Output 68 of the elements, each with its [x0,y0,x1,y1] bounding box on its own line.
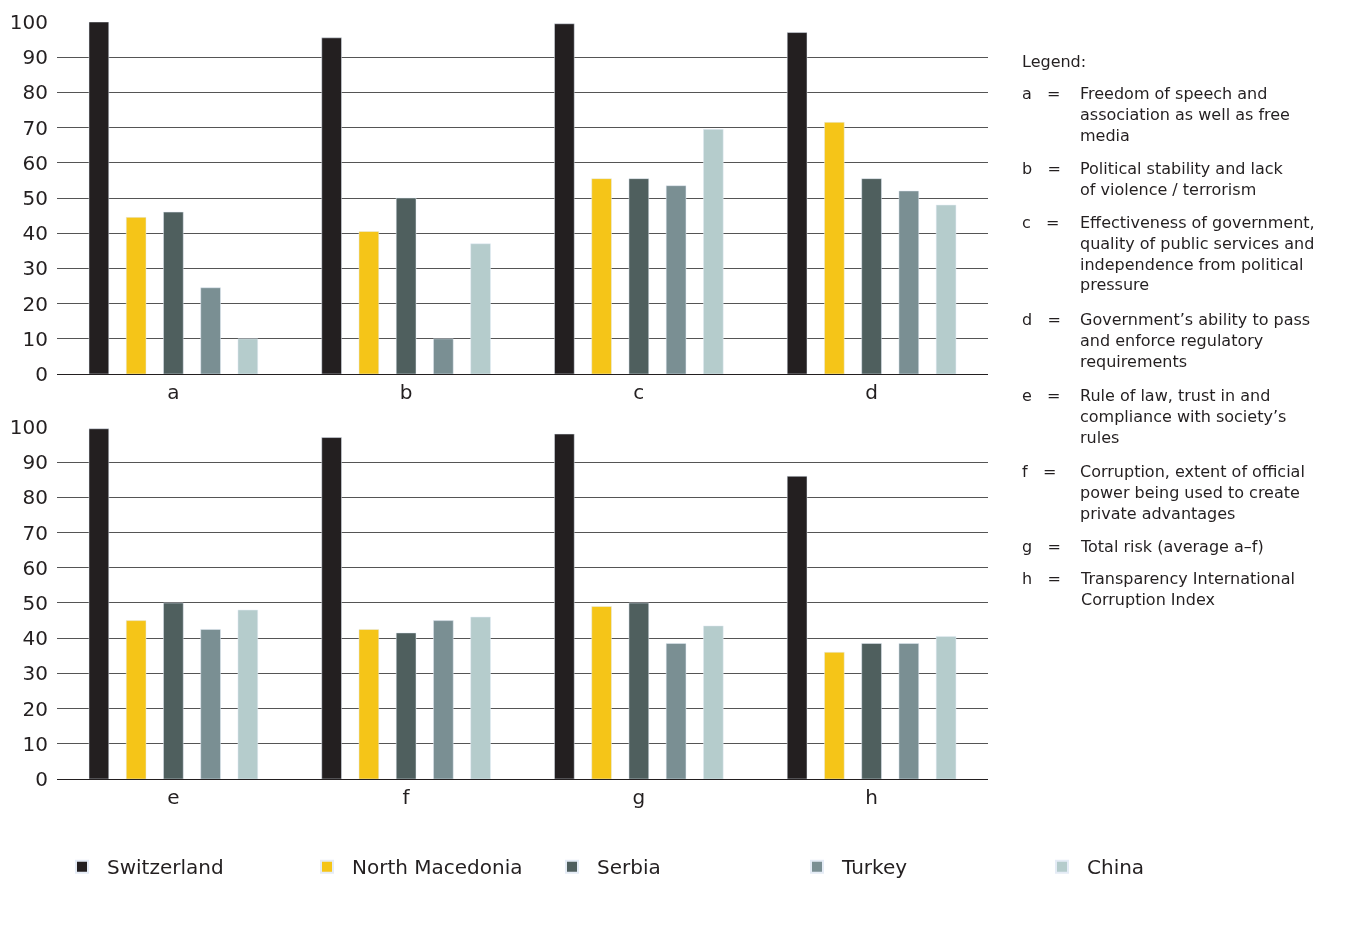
bar [898,190,919,375]
x-tick-label: e [167,785,180,809]
text: b = Political stability and lack of violence / terrorism [1022,159,1284,199]
text: Legend: [1022,52,1087,71]
x-tick-label: a [167,380,180,405]
x-tick-label: h [865,785,878,809]
x-tick-label: d [865,380,878,405]
text: d = Government’s ability to pass and enforce regulatory requirements [1022,310,1311,371]
text: h = Transparency International Corruption Index [1022,569,1295,609]
legend-label: Switzerland [107,855,224,880]
y-tick-label: 10 [22,731,48,756]
bar [470,243,491,375]
legend-label: North Macedonia [352,855,523,880]
text: e = Rule of law, trust in and compliance with society’s rules [1022,386,1287,447]
y-tick-label: 30 [22,661,48,686]
x-tick-label: b [399,380,413,405]
bar [703,625,724,779]
y-tick-label: 10 [22,326,48,351]
x-tick-label: f [402,785,411,809]
y-tick-label: 30 [22,256,48,281]
y-tick-label: 50 [22,590,48,615]
text: f = Corruption, extent of official power being used to create private advantages [1022,462,1305,523]
bar [470,616,491,779]
text: c = Effectiveness of government, quality of public services and independence from political pressure [1022,213,1315,295]
bar [125,217,147,375]
legend-label: China [1087,855,1145,880]
bar [591,178,612,375]
y-tick-label: 20 [22,291,48,316]
y-tick-label: 80 [22,80,48,105]
text: g = Total risk (average a–f) [1022,537,1264,556]
y-tick-label: 40 [22,626,48,651]
bar [591,606,612,779]
y-tick-label: 100 [9,10,48,34]
bar [125,620,147,779]
bar [358,629,380,779]
bar [200,629,221,779]
bar [824,652,845,779]
bar [824,122,845,375]
y-tick-label: 70 [22,115,48,140]
bar [358,231,380,375]
y-tick-label: 90 [22,45,48,70]
bar [237,338,258,375]
bar [703,129,724,375]
legend-label: Turkey [841,855,908,880]
x-tick-label: c [633,380,645,405]
bar [237,609,258,779]
bar [935,636,957,779]
bar [665,185,687,375]
y-tick-label: 100 [9,414,48,439]
y-tick-label: 60 [22,150,48,175]
y-tick-label: 0 [35,767,48,792]
bar [898,643,919,779]
y-tick-label: 90 [22,450,48,475]
y-tick-label: 60 [22,555,48,580]
y-tick-label: 40 [22,221,48,246]
legend-label: Serbia [597,855,661,880]
y-tick-label: 20 [22,696,48,721]
bar [200,287,221,375]
bar [935,204,957,375]
text: a = Freedom of speech and association as well as free media [1022,84,1290,145]
x-tick-label: g [632,785,646,809]
y-tick-label: 50 [22,186,48,210]
bar [433,620,454,779]
bar [433,338,454,375]
bar [665,643,687,779]
y-tick-label: 70 [22,520,48,545]
y-tick-label: 0 [35,362,48,387]
y-tick-label: 80 [22,485,48,510]
